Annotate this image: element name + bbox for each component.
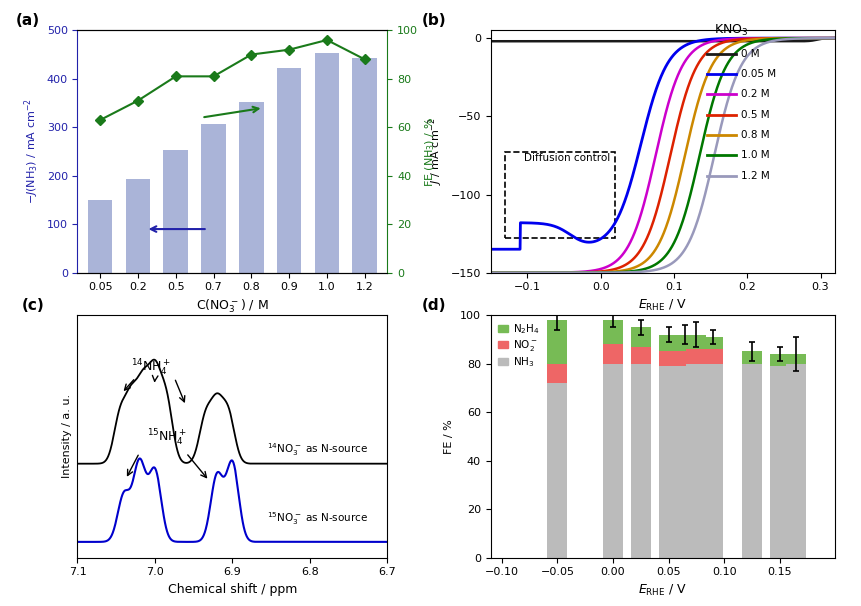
- Bar: [675, 366, 695, 558]
- Bar: [686, 364, 706, 558]
- Bar: [603, 344, 623, 364]
- Bar: [659, 366, 678, 558]
- Bar: [239, 102, 263, 273]
- Bar: [88, 200, 113, 273]
- Text: 0.2 M: 0.2 M: [741, 90, 770, 99]
- Text: 1.0 M: 1.0 M: [741, 150, 770, 161]
- Bar: [742, 364, 762, 558]
- Bar: [703, 337, 723, 349]
- Bar: [770, 366, 790, 558]
- Bar: [548, 320, 567, 364]
- Bar: [164, 150, 188, 273]
- Bar: [659, 335, 678, 351]
- X-axis label: C(NO$_3^-$) / M: C(NO$_3^-$) / M: [196, 298, 269, 316]
- Text: (d): (d): [422, 298, 446, 313]
- Text: $^{15}$NH$_4^+$: $^{15}$NH$_4^+$: [146, 428, 187, 448]
- Text: 0.8 M: 0.8 M: [741, 130, 770, 140]
- Text: 0 M: 0 M: [741, 48, 760, 59]
- Bar: [659, 351, 678, 366]
- X-axis label: $E_{\mathrm{RHE}}$ / V: $E_{\mathrm{RHE}}$ / V: [639, 583, 687, 598]
- Bar: [786, 364, 806, 558]
- Bar: [742, 351, 762, 364]
- Legend: N$_2$H$_4$, NO$_2^-$, NH$_3$: N$_2$H$_4$, NO$_2^-$, NH$_3$: [496, 321, 542, 371]
- Bar: [786, 354, 806, 364]
- Bar: [548, 364, 567, 383]
- Y-axis label: $J$ / mA cm$^{-2}$: $J$ / mA cm$^{-2}$: [426, 118, 445, 185]
- Bar: [314, 53, 339, 273]
- Text: $^{14}$NH$_4^+$: $^{14}$NH$_4^+$: [131, 358, 171, 378]
- Bar: [603, 364, 623, 558]
- Bar: [631, 327, 651, 347]
- Text: (c): (c): [22, 298, 45, 313]
- Text: $^{14}$NO$_3^-$ as N-source: $^{14}$NO$_3^-$ as N-source: [268, 441, 369, 458]
- Bar: [352, 58, 377, 273]
- Text: (b): (b): [422, 13, 447, 28]
- Bar: [686, 349, 706, 364]
- Y-axis label: Intensity / a. u.: Intensity / a. u.: [62, 395, 72, 478]
- Text: 1.2 M: 1.2 M: [741, 171, 770, 181]
- Bar: [603, 320, 623, 344]
- Text: 0.5 M: 0.5 M: [741, 110, 770, 120]
- Bar: [675, 335, 695, 351]
- Bar: [770, 354, 790, 366]
- Bar: [201, 124, 226, 273]
- Bar: [277, 68, 301, 273]
- Bar: [703, 364, 723, 558]
- Y-axis label: $-J(\mathrm{NH_3})$ / mA cm$^{-2}$: $-J(\mathrm{NH_3})$ / mA cm$^{-2}$: [22, 99, 41, 204]
- X-axis label: Chemical shift / ppm: Chemical shift / ppm: [168, 583, 297, 596]
- Bar: [703, 349, 723, 364]
- Bar: [505, 152, 616, 238]
- Y-axis label: FE / %: FE / %: [444, 419, 455, 454]
- Bar: [675, 351, 695, 366]
- Text: 0.05 M: 0.05 M: [741, 69, 777, 79]
- Bar: [548, 383, 567, 558]
- Bar: [686, 335, 706, 349]
- Text: $^{15}$NO$_3^-$ as N-source: $^{15}$NO$_3^-$ as N-source: [268, 510, 369, 527]
- Text: Diffusion control: Diffusion control: [523, 153, 610, 163]
- Text: (a): (a): [15, 13, 40, 28]
- X-axis label: $E_{\mathrm{RHE}}$ / V: $E_{\mathrm{RHE}}$ / V: [639, 298, 687, 313]
- Y-axis label: FE (NH$_3$) / %: FE (NH$_3$) / %: [424, 116, 437, 187]
- Text: KNO$_3$: KNO$_3$: [715, 22, 749, 38]
- Bar: [126, 179, 151, 273]
- Bar: [631, 347, 651, 364]
- Bar: [631, 364, 651, 558]
